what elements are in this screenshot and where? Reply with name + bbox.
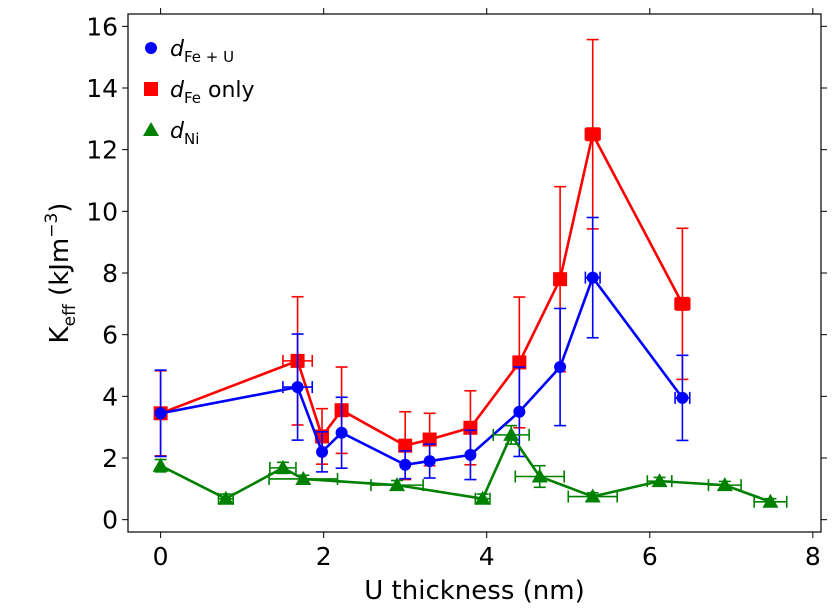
data-point (716, 477, 733, 492)
series-layer (152, 38, 788, 508)
x-axis-label: U thickness (nm) (364, 576, 584, 606)
data-point (399, 458, 412, 471)
data-point (291, 381, 304, 394)
data-point (584, 488, 601, 503)
data-point (463, 420, 478, 435)
data-point (474, 490, 491, 505)
data-point (586, 271, 599, 284)
data-point (154, 407, 167, 420)
x-tick-label: 2 (316, 542, 332, 571)
ticks-layer: 0 2 4 6 8 0 2 4 6 8 10 12 14 16 (86, 8, 827, 571)
x-tick-label: 0 (153, 542, 169, 571)
data-point (676, 391, 689, 404)
y-tick-label: 16 (86, 12, 118, 41)
data-point (531, 468, 548, 483)
data-point (335, 426, 348, 439)
legend-marker-2 (144, 82, 158, 96)
data-point (553, 272, 568, 287)
data-point (316, 445, 329, 458)
data-point (585, 127, 600, 142)
y-tick-label: 8 (102, 259, 118, 288)
y-axis-label-sup: −3 (42, 213, 62, 238)
series-3 (152, 424, 788, 508)
x-tick-label: 8 (805, 542, 821, 571)
data-point (513, 405, 526, 418)
data-point (217, 490, 234, 505)
y-axis-label-close: ) (45, 203, 75, 213)
data-point (295, 470, 312, 485)
data-point (422, 432, 437, 447)
y-axis-label-sub: eff (60, 303, 80, 326)
plot-background (128, 14, 821, 532)
y-tick-label: 10 (86, 197, 118, 226)
data-point (762, 493, 779, 508)
y-tick-label: 2 (102, 444, 118, 473)
data-point (651, 473, 668, 488)
y-tick-label: 14 (86, 74, 118, 103)
y-tick-label: 6 (102, 321, 118, 350)
legend-marker-1 (145, 42, 157, 54)
y-axis-label-main: K (45, 325, 75, 343)
series-1 (154, 216, 691, 481)
data-point (398, 438, 413, 453)
data-point (675, 296, 690, 311)
y-axis-label: Keff (kJm−3) (42, 203, 80, 344)
data-point (512, 355, 527, 370)
data-point (503, 426, 520, 441)
y-tick-label: 0 (102, 506, 118, 535)
data-point (554, 361, 567, 374)
legend-label-1: dFe + U (170, 37, 234, 66)
data-point (152, 457, 169, 472)
y-tick-label: 4 (102, 382, 118, 411)
legend-label-2: dFe only (170, 78, 255, 107)
legend-label-3: dNi (170, 119, 199, 148)
legend: dFe + U dFe only dNi (143, 37, 255, 148)
data-point (423, 455, 436, 468)
x-tick-label: 6 (642, 542, 658, 571)
y-axis-label-unit: (kJm (45, 238, 75, 304)
legend-marker-3 (143, 122, 159, 136)
data-point (464, 448, 477, 461)
data-point (389, 477, 406, 492)
x-tick-label: 4 (479, 542, 495, 571)
data-point (274, 459, 291, 474)
y-tick-label: 12 (86, 136, 118, 165)
